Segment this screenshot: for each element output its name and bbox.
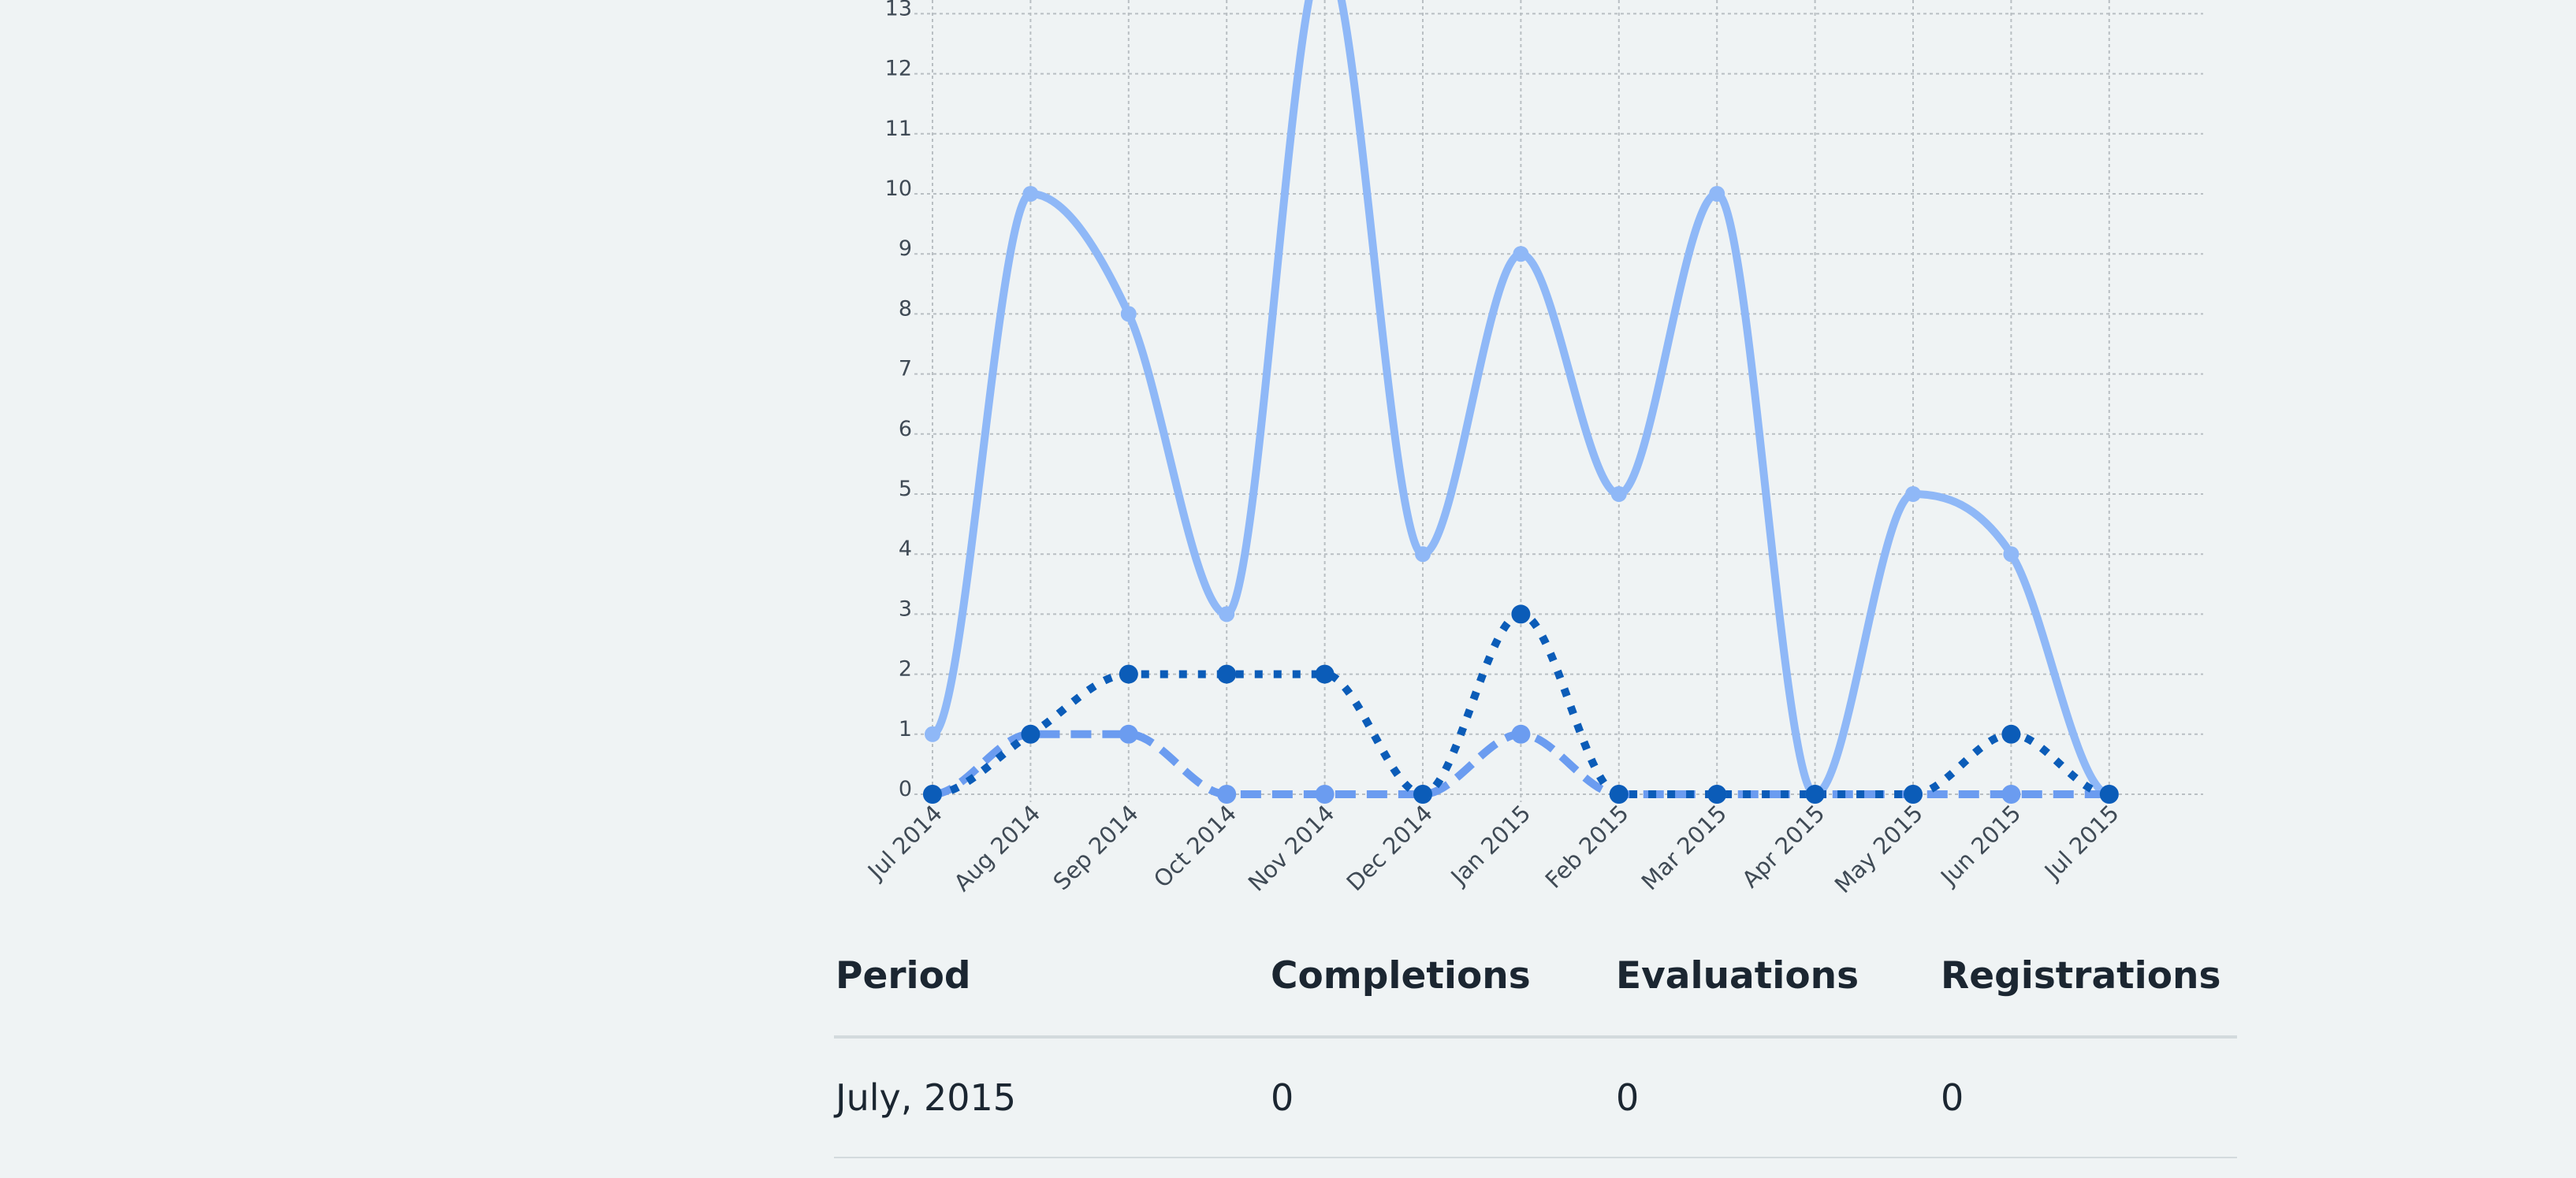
header-evaluations: Evaluations — [1616, 954, 1859, 998]
data-point-solid[interactable] — [1219, 606, 1235, 622]
series-line-dotted — [932, 610, 2110, 799]
header-registrations: Registrations — [1941, 954, 2221, 998]
cell-registrations: 0 — [1941, 1076, 1964, 1119]
table-row: July, 2015 0 0 0 — [834, 1039, 2237, 1158]
data-point-solid[interactable] — [1120, 306, 1137, 322]
summary-table: Period Completions Evaluations Registrat… — [834, 930, 2237, 1158]
x-tick-label: Jul 2014 — [862, 800, 947, 886]
y-tick-label: 5 — [899, 477, 912, 501]
activity-chart: 0 1 2 3 4 5 6 7 8 9 10 11 12 13 Jul 2014 Aug 2014 Sep 20… — [862, 0, 2203, 898]
data-point-dotted[interactable] — [2001, 724, 2021, 744]
data-point-solid[interactable] — [1709, 186, 1725, 202]
x-tick-label: Nov 2014 — [1243, 800, 1340, 897]
data-point-solid[interactable] — [1610, 486, 1627, 502]
series-line-solid — [929, 0, 2113, 798]
x-tick-label: Oct 2014 — [1148, 800, 1241, 893]
data-point-dotted[interactable] — [2099, 785, 2119, 804]
data-point-solid[interactable] — [1415, 546, 1431, 563]
x-tick-label: Feb 2015 — [1540, 800, 1634, 894]
y-tick-label: 2 — [899, 657, 912, 682]
data-point-dotted[interactable] — [1119, 664, 1138, 684]
data-point-dotted[interactable] — [1904, 785, 1923, 804]
data-point-solid[interactable] — [925, 726, 940, 742]
data-point-dashed[interactable] — [1315, 785, 1335, 804]
x-tick-label: May 2015 — [1830, 800, 1928, 898]
y-tick-label: 4 — [899, 537, 912, 561]
data-point-dotted[interactable] — [1413, 785, 1432, 804]
data-point-solid[interactable] — [1022, 186, 1039, 202]
y-tick-label: 12 — [885, 57, 912, 81]
y-tick-label: 10 — [885, 177, 912, 201]
y-tick-label: 9 — [899, 236, 912, 261]
cell-period: July, 2015 — [836, 1076, 1017, 1119]
x-tick-label: Aug 2014 — [949, 800, 1046, 897]
header-completions: Completions — [1271, 954, 1531, 998]
cell-evaluations: 0 — [1616, 1076, 1640, 1119]
x-tick-label: Sep 2014 — [1048, 800, 1143, 895]
data-point-dotted[interactable] — [1707, 785, 1727, 804]
data-point-dotted[interactable] — [1805, 785, 1825, 804]
y-tick-label: 11 — [885, 117, 912, 141]
y-tick-label: 6 — [899, 417, 912, 441]
data-point-dotted[interactable] — [1609, 785, 1629, 804]
data-point-dotted[interactable] — [1217, 664, 1237, 684]
data-point-dashed[interactable] — [1119, 724, 1138, 744]
data-point-dashed[interactable] — [2001, 785, 2021, 804]
y-tick-label: 1 — [899, 717, 912, 741]
data-point-dashed[interactable] — [1217, 785, 1237, 804]
header-period: Period — [836, 954, 971, 998]
data-point-dotted[interactable] — [923, 785, 942, 804]
data-point-solid[interactable] — [1513, 246, 1529, 262]
x-tick-label: Jan 2015 — [1445, 800, 1536, 891]
y-tick-label: 8 — [899, 296, 912, 321]
data-point-dotted[interactable] — [1511, 604, 1531, 624]
data-point-solid[interactable] — [2003, 546, 2019, 563]
x-tick-label: Jun 2015 — [1934, 800, 2026, 891]
y-tick-label: 7 — [899, 357, 912, 381]
y-tick-label: 0 — [899, 777, 912, 801]
cell-completions: 0 — [1271, 1076, 1294, 1119]
x-tick-label: Apr 2015 — [1737, 800, 1830, 893]
data-point-solid[interactable] — [1905, 486, 1921, 502]
y-tick-label: 3 — [899, 596, 912, 621]
table-header-row: Period Completions Evaluations Registrat… — [834, 930, 2237, 1039]
x-tick-label: Mar 2015 — [1636, 800, 1732, 895]
y-tick-label: 13 — [885, 0, 912, 20]
x-tick-label: Dec 2014 — [1342, 800, 1438, 896]
data-point-dashed[interactable] — [1511, 724, 1531, 744]
x-tick-label: Jul 2015 — [2038, 800, 2124, 886]
data-point-dotted[interactable] — [1315, 664, 1335, 684]
data-point-dotted[interactable] — [1021, 724, 1040, 744]
